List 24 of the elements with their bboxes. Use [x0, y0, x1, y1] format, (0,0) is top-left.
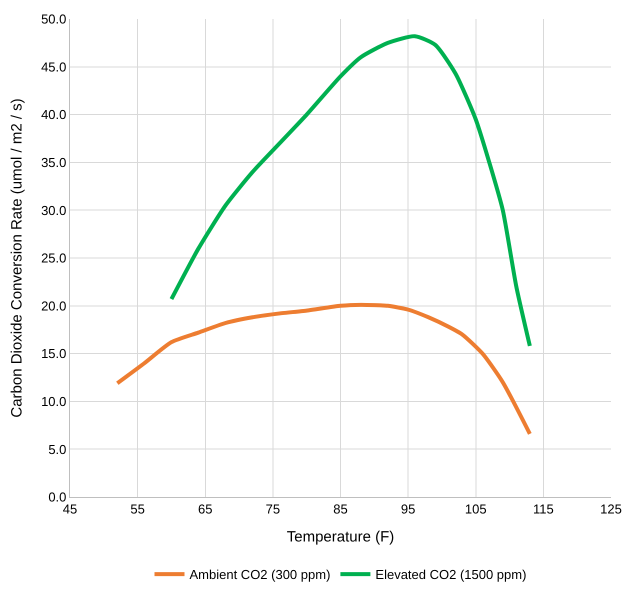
y-tick-label: 15.0	[41, 346, 66, 362]
y-tick-label: 20.0	[41, 298, 66, 314]
y-tick-label: 45.0	[41, 59, 66, 74]
x-tick-label: 115	[533, 502, 554, 517]
x-axis-title: Temperature (F)	[286, 528, 394, 546]
y-axis-title: Carbon Dioxide Conversion Rate (umol / m2 / s)	[8, 98, 26, 418]
y-tick-label: 40.0	[41, 107, 66, 122]
x-tick-label: 105	[464, 502, 487, 517]
x-tick-label: 65	[198, 502, 212, 517]
line-series	[169, 34, 532, 348]
x-tick-label: 55	[130, 502, 145, 517]
x-tick-label: 75	[266, 502, 280, 517]
x-tick-label: 85	[333, 502, 348, 517]
y-tick-label: 10.0	[41, 394, 66, 409]
line-series	[115, 302, 532, 436]
y-tick-label: 25.0	[41, 250, 66, 266]
y-tick-label: 30.0	[41, 202, 66, 218]
x-tick-label: 125	[600, 502, 622, 517]
legend-label: Ambient CO2 (300 ppm)	[190, 567, 330, 582]
legend-label: Elevated CO2 (1500 ppm)	[375, 567, 526, 582]
y-tick-label: 35.0	[41, 154, 66, 170]
x-tick-label: 95	[400, 502, 416, 517]
y-tick-label: 50.0	[41, 12, 66, 27]
y-tick-label: 5.0	[48, 442, 66, 457]
